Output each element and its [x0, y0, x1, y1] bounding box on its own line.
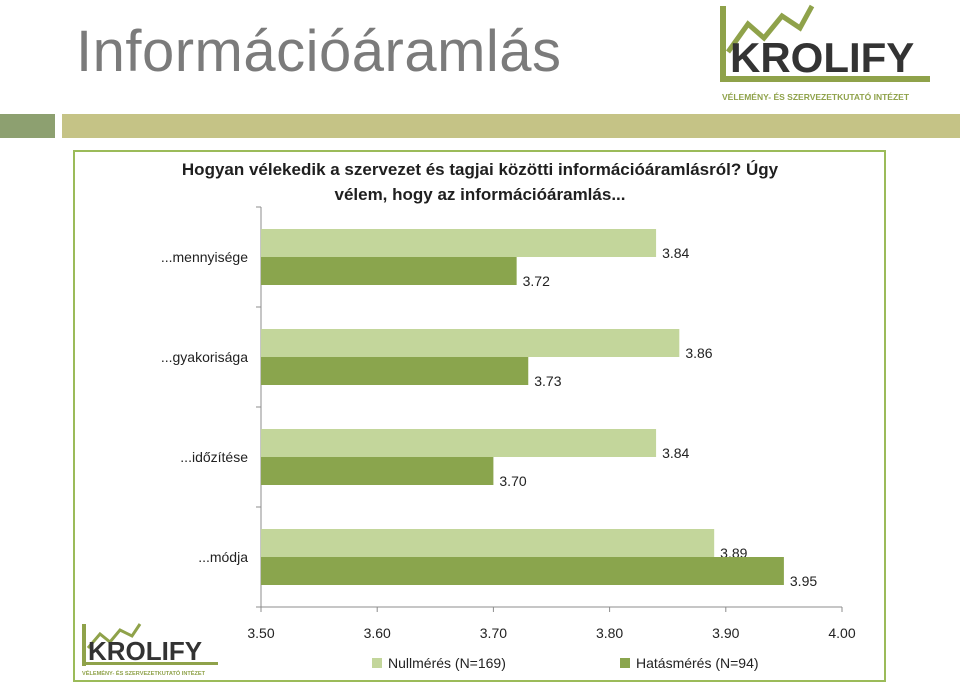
data-label: 3.95: [790, 573, 817, 589]
data-label: 3.72: [523, 273, 550, 289]
legend-item-hatasmeres: Hatásmérés (N=94): [620, 655, 759, 671]
bar-nullmeres: [261, 229, 657, 257]
x-tick-label: 3.70: [480, 625, 507, 641]
category-label: ...módja: [198, 549, 248, 565]
bar-hatasmeres: [261, 357, 529, 385]
x-tick-label: 4.00: [828, 625, 855, 641]
bar-nullmeres: [261, 329, 680, 357]
bar-hatasmeres: [261, 257, 517, 285]
x-tick-label: 3.80: [596, 625, 623, 641]
slide-title: Információáramlás: [76, 19, 562, 84]
x-tick-label: 3.50: [247, 625, 274, 641]
bar-nullmeres: [261, 429, 657, 457]
legend-label-hatasmeres: Hatásmérés (N=94): [636, 655, 759, 671]
chart-title-line-2: vélem, hogy az információáramlás...: [334, 185, 626, 204]
logo-tagline-text: VÉLEMÉNY- ÉS SZERVEZETKUTATÓ INTÉZET: [722, 91, 910, 102]
data-label: 3.86: [685, 345, 712, 361]
bar-hatasmeres: [261, 457, 494, 485]
accent-bar-left: [0, 114, 55, 138]
krolify-logo-small: KROLIFY VÉLEMÉNY- ÉS SZERVEZETKUTATÓ INT…: [82, 623, 218, 677]
data-label: 3.70: [499, 473, 526, 489]
x-tick-label: 3.90: [712, 625, 739, 641]
legend-swatch-nullmeres: [372, 658, 382, 668]
data-label: 3.73: [534, 373, 561, 389]
data-label: 3.84: [662, 445, 689, 461]
category-label: ...időzítése: [180, 449, 248, 465]
bar-hatasmeres: [261, 557, 784, 585]
logo-small-brand-text: KROLIFY: [88, 636, 202, 666]
category-label: ...gyakorisága: [161, 349, 248, 365]
data-label: 3.84: [662, 245, 689, 261]
legend-item-nullmeres: Nullmérés (N=169): [372, 655, 506, 671]
x-tick-label: 3.60: [364, 625, 391, 641]
legend-label-nullmeres: Nullmérés (N=169): [388, 655, 506, 671]
accent-bar-right: [62, 114, 960, 138]
logo-brand-text: KROLIFY: [730, 34, 914, 81]
category-label: ...mennyisége: [161, 249, 248, 265]
chart-title-line-1: Hogyan vélekedik a szervezet és tagjai k…: [181, 160, 779, 179]
logo-small-tagline-text: VÉLEMÉNY- ÉS SZERVEZETKUTATÓ INTÉZET: [82, 669, 206, 677]
chart-legend: Nullmérés (N=169) Hatásmérés (N=94): [0, 655, 960, 675]
legend-swatch-hatasmeres: [620, 658, 630, 668]
krolify-logo: KROLIFY VÉLEMÉNY- ÉS SZERVEZETKUTATÓ INT…: [720, 4, 930, 102]
bar-nullmeres: [261, 529, 715, 557]
chart-title: Hogyan vélekedik a szervezet és tagjai k…: [150, 157, 810, 207]
